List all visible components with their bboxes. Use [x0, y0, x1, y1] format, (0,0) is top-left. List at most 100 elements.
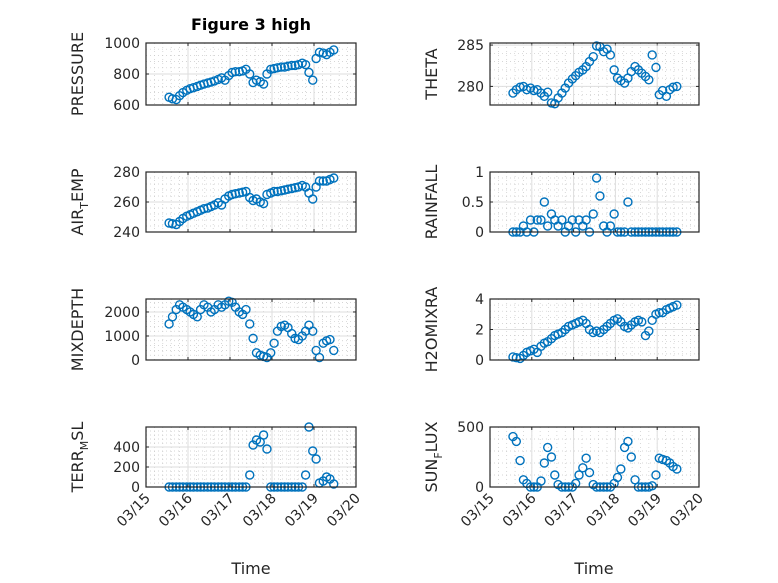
data-point — [536, 476, 546, 486]
y-tick-label: 600 — [113, 98, 140, 114]
data-point — [609, 65, 619, 75]
y-axis-label-part: SUN — [422, 459, 441, 493]
data-point — [269, 338, 279, 348]
data-point — [525, 215, 536, 225]
data-point — [308, 75, 318, 85]
y-tick-label: 400 — [113, 440, 140, 456]
subplot-mixdepth: 0 1000 2000 MIXDEPTH — [68, 288, 357, 371]
y-tick-label: 800 — [113, 67, 140, 83]
axes-frame — [489, 298, 700, 361]
data-point — [644, 326, 654, 336]
y-tick-label: 200 — [113, 460, 140, 476]
data-point — [329, 45, 339, 55]
y-axis-label: TERRMSL — [68, 422, 91, 494]
y-tick-label: 240 — [113, 225, 140, 241]
data-point — [304, 67, 314, 78]
subplot-sun-flux: 03/15 03/16 03/17 03/18 03/19 03/20 0 500 SUNFLU… — [422, 420, 707, 530]
data-point — [314, 176, 325, 186]
axes-frame — [489, 426, 700, 488]
y-axis-label-part: M — [78, 441, 91, 451]
data-point — [241, 304, 251, 315]
data-point — [581, 453, 591, 463]
x-tick-label: 03/18 — [583, 491, 623, 531]
x-tick-label: 03/19 — [282, 491, 322, 531]
data-point — [623, 436, 633, 447]
y-tick-label: 0 — [475, 480, 484, 496]
subplot-rainfall: 0 0.5 1 RAINFALL — [422, 165, 700, 241]
data-point — [672, 464, 682, 474]
data-point — [605, 221, 616, 231]
data-point — [262, 444, 272, 454]
data-point — [672, 81, 682, 92]
subplot-theta: 280 285 THETA — [422, 38, 700, 109]
data-point — [245, 69, 255, 79]
y-tick-label: 280 — [457, 79, 484, 95]
data-point — [248, 333, 258, 344]
y-axis-label-part: TERR — [68, 450, 87, 493]
figure-title: Figure 3 high — [191, 15, 311, 34]
data-point — [542, 221, 553, 231]
axes-frame — [489, 42, 700, 106]
subplot-air-temp: 240 260 280 AIRTEMP — [68, 165, 357, 241]
data-point — [329, 345, 339, 356]
y-axis-label-part: LUX — [422, 421, 441, 452]
data-point — [651, 62, 661, 73]
data-point — [287, 60, 297, 71]
data-point — [581, 215, 591, 225]
data-point — [329, 173, 339, 183]
data-point — [300, 59, 311, 70]
data-point — [588, 209, 598, 219]
x-tick-label: 03/16 — [500, 490, 540, 530]
x-tick-label: 03/18 — [240, 491, 280, 531]
data-point — [536, 215, 546, 225]
y-tick-label: 1 — [475, 165, 484, 181]
subplot-terr-msl: 03/15 03/16 03/17 03/18 03/19 03/20 0 200 400 TER… — [68, 422, 364, 531]
data-point — [515, 455, 525, 466]
data-point — [311, 454, 321, 464]
data-point — [532, 215, 542, 225]
y-tick-label: 4 — [475, 292, 484, 308]
data-point — [276, 62, 286, 72]
data-point — [308, 326, 318, 336]
y-axis-label: MIXDEPTH — [68, 288, 87, 371]
data-point — [258, 198, 269, 209]
plot-area — [146, 427, 356, 487]
data-point — [258, 79, 269, 89]
y-axis-label-part: F — [432, 452, 445, 458]
data-point — [609, 209, 619, 219]
y-tick-label: 260 — [113, 195, 140, 211]
data-point — [626, 452, 636, 462]
x-tick-label: 03/17 — [198, 491, 238, 531]
data-point — [584, 467, 595, 478]
data-point — [308, 446, 318, 456]
x-tick-label: 03/20 — [667, 491, 707, 531]
axes-frame — [489, 171, 700, 233]
x-tick-label: 03/19 — [625, 491, 665, 531]
y-axis-label-part: SL — [68, 422, 87, 441]
data-point — [230, 66, 241, 77]
data-point — [329, 479, 339, 489]
y-axis-label: THETA — [422, 48, 441, 100]
data-point — [318, 176, 328, 186]
y-axis-label: RAINFALL — [422, 165, 441, 240]
y-axis-label: SUNFLUX — [422, 421, 445, 492]
axes-frame — [145, 42, 357, 106]
y-tick-label: 1000 — [104, 329, 140, 345]
data-point — [539, 197, 550, 207]
y-tick-label: 0 — [131, 480, 140, 496]
data-point — [300, 470, 311, 480]
data-point — [325, 334, 335, 345]
data-point — [258, 430, 269, 440]
x-tick-label: 03/16 — [156, 490, 196, 530]
data-point — [314, 352, 325, 363]
data-point — [283, 61, 293, 71]
y-axis-label-part: EMP — [68, 168, 87, 202]
data-point — [588, 51, 598, 62]
x-tick-label: 03/15 — [114, 491, 154, 531]
data-point — [546, 452, 557, 462]
data-point — [269, 186, 279, 197]
axes-frame — [145, 298, 357, 361]
data-point — [578, 463, 588, 473]
